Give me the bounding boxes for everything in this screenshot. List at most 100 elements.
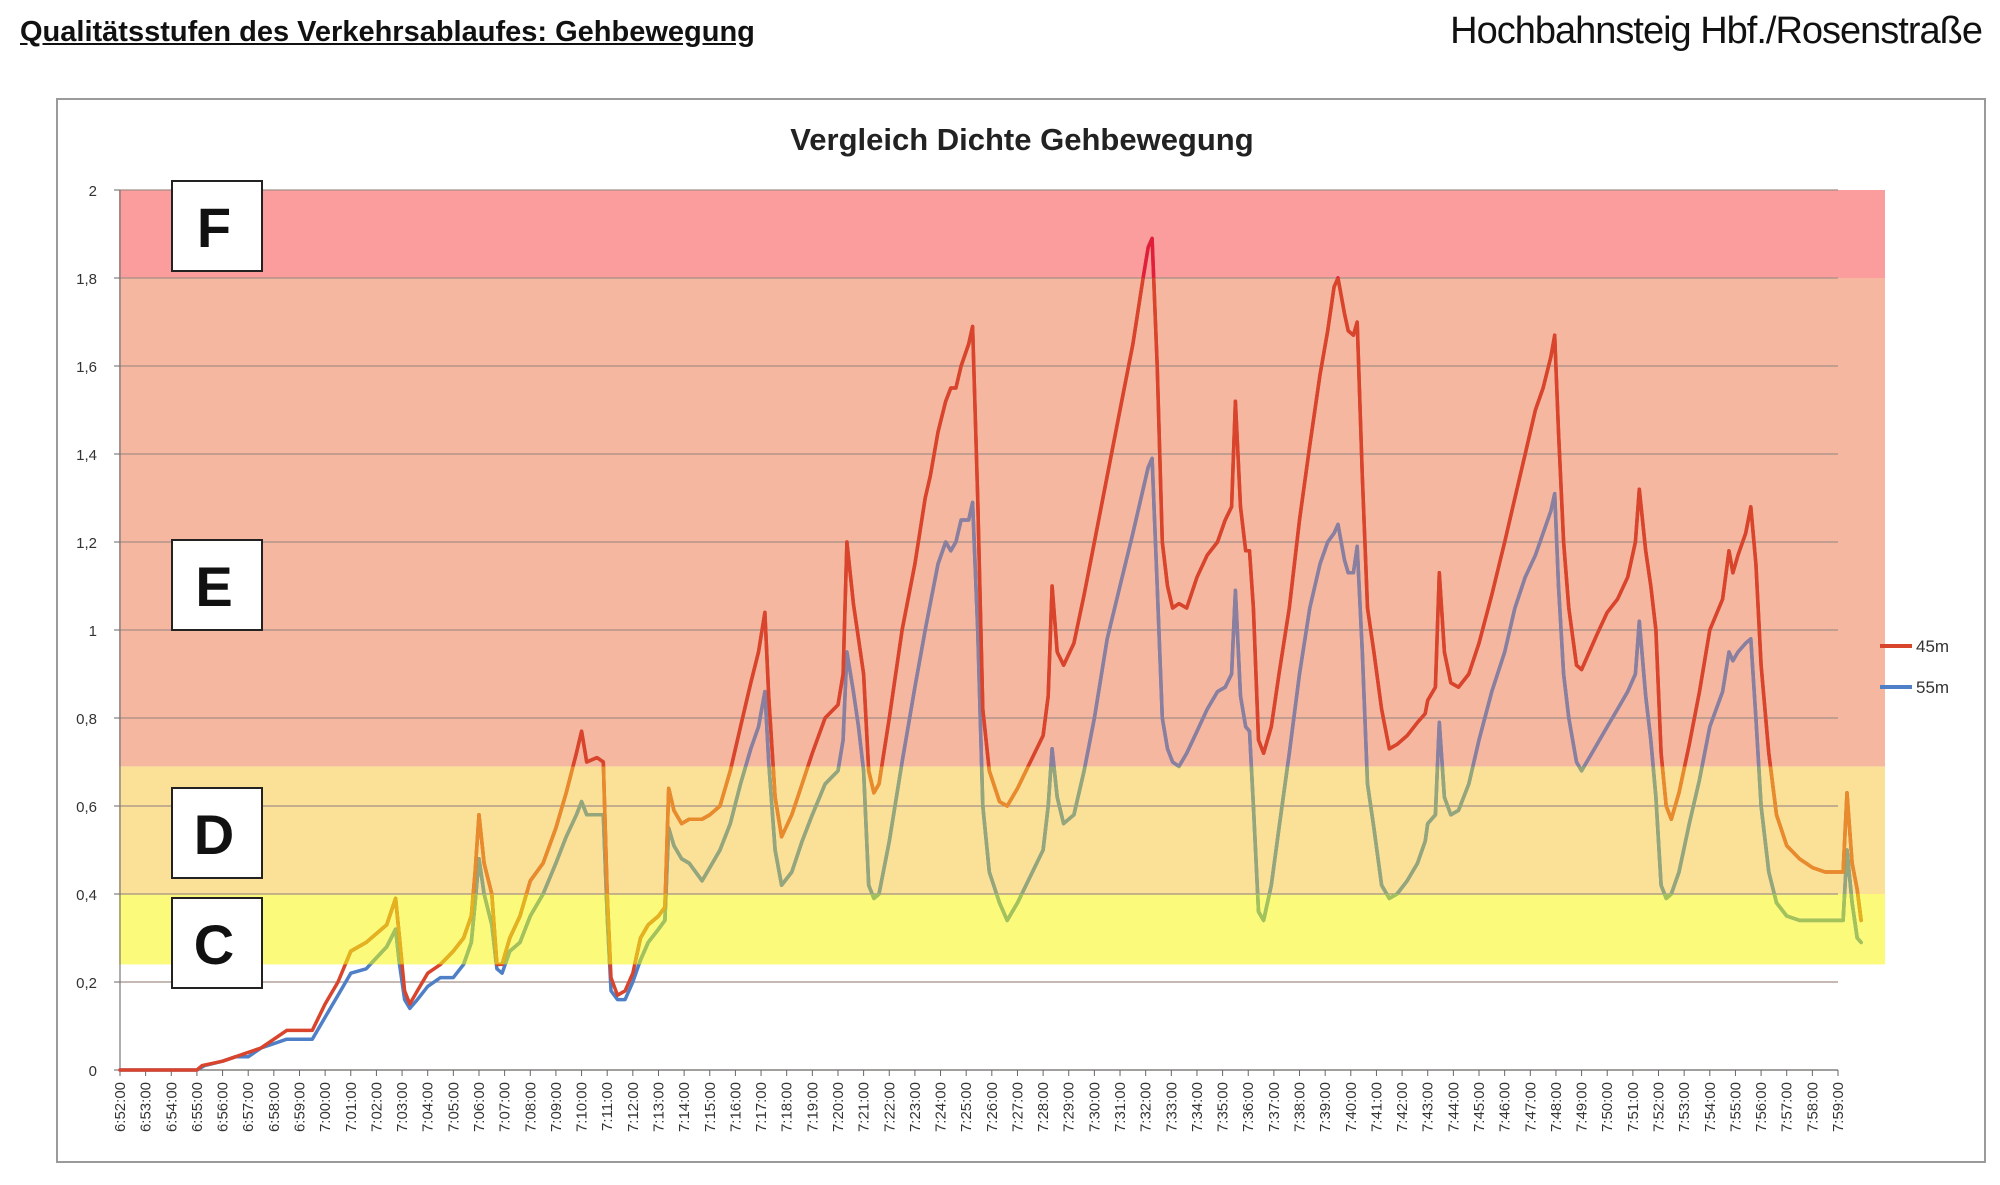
y-tick-label: 1 (89, 623, 97, 640)
zone-label-D: D (194, 803, 234, 866)
x-tick-label: 7:32:00 (1138, 1082, 1155, 1132)
series-line-55m-zone-E (743, 456, 1761, 767)
x-tick-label: 7:00:00 (317, 1082, 334, 1132)
x-tick-label: 7:54:00 (1702, 1082, 1719, 1132)
x-tick-label: 7:41:00 (1368, 1082, 1385, 1132)
x-axis-ticks: 6:52:00 6:53:00 6:54:00 6:55:00 6:56:00 6:57:… (112, 1070, 1847, 1132)
x-tick-label: 7:14:00 (676, 1082, 693, 1132)
x-tick-label: 7:03:00 (394, 1082, 411, 1132)
chart-title: Vergleich Dichte Gehbewegung (790, 122, 1253, 157)
zone-band-E (119, 278, 1885, 767)
x-tick-label: 7:34:00 (1189, 1082, 1206, 1132)
x-tick-label: 7:13:00 (650, 1082, 667, 1132)
x-tick-label: 7:26:00 (984, 1082, 1001, 1132)
x-tick-label: 7:50:00 (1599, 1082, 1616, 1132)
y-tick-label: 1,4 (76, 447, 97, 464)
x-tick-label: 7:11:00 (599, 1082, 616, 1131)
x-tick-label: 7:48:00 (1548, 1082, 1565, 1132)
series-line-55m-zone-D (474, 766, 1854, 895)
x-tick-label: 7:25:00 (958, 1082, 975, 1132)
x-tick-label: 6:55:00 (189, 1082, 206, 1132)
x-tick-label: 7:23:00 (907, 1082, 924, 1132)
x-tick-label: 7:30:00 (1086, 1082, 1103, 1132)
zone-band-F (119, 190, 1885, 278)
zone-label-C: C (194, 913, 234, 976)
zone-label-E: E (195, 555, 232, 618)
y-axis-ticks: 0 0,2 0,4 0,6 0,8 1 1,2 1,4 1,6 1,8 2 (76, 183, 1838, 1080)
y-tick-label: 1,8 (76, 271, 97, 288)
legend-label-45m: 45m (1916, 637, 1949, 656)
x-tick-label: 7:07:00 (497, 1082, 514, 1132)
x-tick-label: 7:10:00 (574, 1082, 591, 1132)
x-tick-label: 7:55:00 (1727, 1082, 1744, 1132)
x-tick-label: 7:35:00 (1215, 1082, 1232, 1132)
x-tick-label: 7:44:00 (1445, 1082, 1462, 1132)
x-tick-label: 7:33:00 (1163, 1082, 1180, 1132)
x-tick-label: 6:59:00 (291, 1082, 308, 1132)
x-tick-label: 7:42:00 (1394, 1082, 1411, 1132)
x-tick-label: 7:22:00 (881, 1082, 898, 1132)
x-tick-label: 7:09:00 (548, 1082, 565, 1132)
x-tick-label: 7:27:00 (1009, 1082, 1026, 1132)
x-tick-label: 7:28:00 (1035, 1082, 1052, 1132)
zone-label-box-E (171, 539, 263, 631)
x-tick-label: 7:43:00 (1420, 1082, 1437, 1132)
x-tick-label: 7:17:00 (753, 1082, 770, 1132)
x-tick-label: 7:59:00 (1830, 1082, 1847, 1132)
x-tick-label: 7:47:00 (1522, 1082, 1539, 1132)
x-tick-label: 7:31:00 (1112, 1082, 1129, 1132)
legend: 45m 55m (1880, 637, 1949, 697)
x-tick-label: 6:58:00 (266, 1082, 283, 1132)
x-tick-label: 6:57:00 (240, 1082, 257, 1132)
x-tick-label: 7:38:00 (1292, 1082, 1309, 1132)
x-tick-label: 7:57:00 (1779, 1082, 1796, 1132)
zone-label-box-D (171, 787, 263, 879)
x-tick-label: 6:56:00 (215, 1082, 232, 1132)
x-tick-label: 7:05:00 (445, 1082, 462, 1132)
series-line-45m-zone-E (571, 278, 1773, 767)
x-tick-label: 7:21:00 (856, 1082, 873, 1132)
zone-label-F: F (197, 196, 231, 259)
x-tick-label: 7:45:00 (1471, 1082, 1488, 1132)
x-tick-label: 7:12:00 (625, 1082, 642, 1132)
series-lines (118, 236, 1863, 1072)
page-title-left: Qualitätsstufen des Verkehrsablaufes: Ge… (20, 16, 755, 48)
y-tick-label: 1,2 (76, 535, 97, 552)
x-tick-label: 7:39:00 (1317, 1082, 1334, 1132)
x-tick-label: 7:40:00 (1343, 1082, 1360, 1132)
y-tick-label: 0,8 (76, 711, 97, 728)
x-tick-label: 7:58:00 (1804, 1082, 1821, 1132)
legend-label-55m: 55m (1916, 678, 1949, 697)
y-tick-label: 0,6 (76, 799, 97, 816)
x-tick-label: 7:49:00 (1574, 1082, 1591, 1132)
x-tick-label: 7:51:00 (1625, 1082, 1642, 1132)
quality-zones (119, 190, 1885, 965)
x-tick-label: 6:53:00 (138, 1082, 155, 1132)
y-tick-label: 0,4 (76, 887, 97, 904)
x-tick-label: 7:52:00 (1651, 1082, 1668, 1132)
x-tick-label: 7:08:00 (522, 1082, 539, 1132)
y-tick-label: 0,2 (76, 975, 97, 992)
x-tick-label: 7:04:00 (420, 1082, 437, 1132)
x-tick-label: 7:20:00 (830, 1082, 847, 1132)
x-tick-label: 7:29:00 (1061, 1082, 1078, 1132)
x-tick-label: 7:01:00 (343, 1082, 360, 1132)
x-tick-label: 7:06:00 (471, 1082, 488, 1132)
zone-labels: F E DC (171, 180, 263, 989)
x-tick-label: 7:18:00 (779, 1082, 796, 1132)
x-tick-label: 6:52:00 (112, 1082, 129, 1132)
x-tick-label: 6:54:00 (163, 1082, 180, 1132)
x-tick-label: 7:46:00 (1497, 1082, 1514, 1132)
x-tick-label: 7:24:00 (933, 1082, 950, 1132)
y-tick-label: 1,6 (76, 359, 97, 376)
x-tick-label: 7:53:00 (1676, 1082, 1693, 1132)
x-tick-label: 7:56:00 (1753, 1082, 1770, 1132)
page-title-right: Hochbahnsteig Hbf./Rosenstraße (1450, 10, 1983, 52)
zone-label-box-F (171, 180, 263, 272)
y-tick-label: 2 (89, 183, 97, 200)
y-tick-label: 0 (89, 1063, 97, 1080)
x-tick-label: 7:37:00 (1266, 1082, 1283, 1132)
x-tick-label: 7:16:00 (727, 1082, 744, 1132)
x-tick-label: 7:02:00 (368, 1082, 385, 1132)
